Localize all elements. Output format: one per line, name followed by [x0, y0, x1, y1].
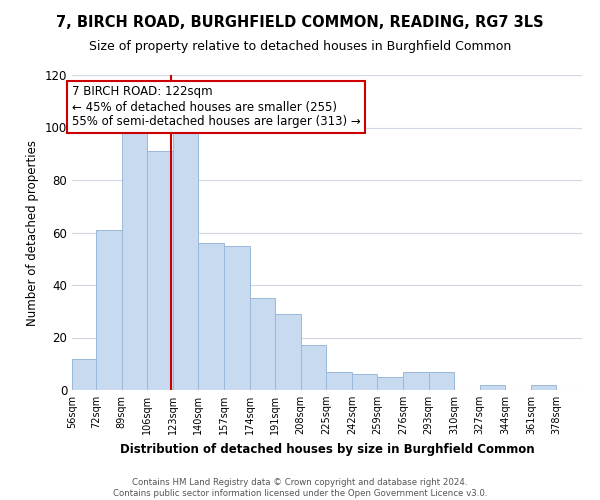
Bar — [326, 372, 352, 390]
Bar — [199, 243, 224, 390]
Bar — [96, 230, 122, 390]
Bar — [147, 151, 173, 390]
Bar — [122, 125, 147, 390]
Text: Contains HM Land Registry data © Crown copyright and database right 2024.
Contai: Contains HM Land Registry data © Crown c… — [113, 478, 487, 498]
Bar — [352, 374, 377, 390]
Bar — [275, 314, 301, 390]
Y-axis label: Number of detached properties: Number of detached properties — [26, 140, 39, 326]
Text: 7, BIRCH ROAD, BURGHFIELD COMMON, READING, RG7 3LS: 7, BIRCH ROAD, BURGHFIELD COMMON, READIN… — [56, 15, 544, 30]
Bar — [301, 346, 326, 390]
Bar — [250, 298, 275, 390]
Text: Size of property relative to detached houses in Burghfield Common: Size of property relative to detached ho… — [89, 40, 511, 53]
X-axis label: Distribution of detached houses by size in Burghfield Common: Distribution of detached houses by size … — [119, 442, 535, 456]
Text: 7 BIRCH ROAD: 122sqm
← 45% of detached houses are smaller (255)
55% of semi-deta: 7 BIRCH ROAD: 122sqm ← 45% of detached h… — [72, 86, 361, 128]
Bar — [377, 377, 403, 390]
Bar — [173, 132, 199, 390]
Bar — [72, 358, 96, 390]
Bar — [479, 385, 505, 390]
Bar — [224, 246, 250, 390]
Bar — [531, 385, 556, 390]
Bar — [428, 372, 454, 390]
Bar — [403, 372, 428, 390]
